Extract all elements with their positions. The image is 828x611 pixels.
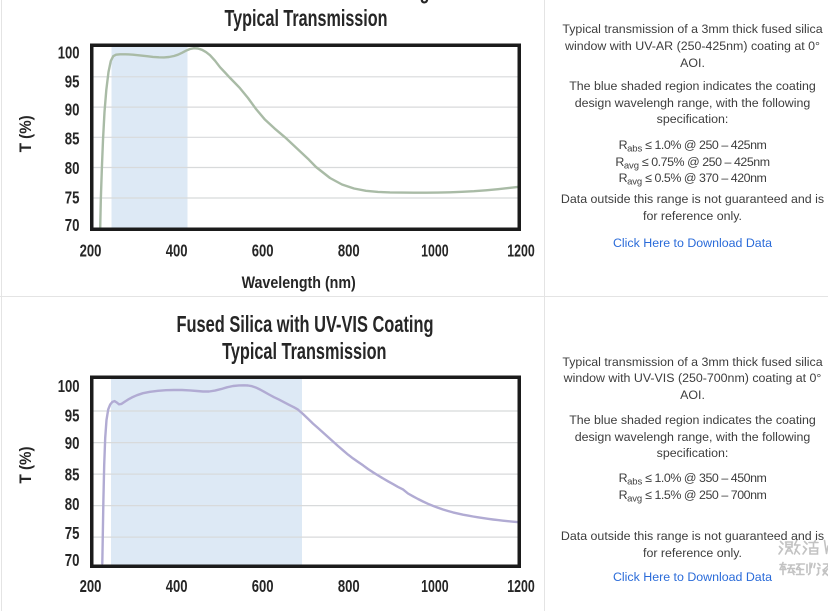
svg-text:Typical Transmission: Typical Transmission bbox=[225, 5, 388, 31]
svg-text:Typical Transmission: Typical Transmission bbox=[222, 338, 386, 364]
svg-text:800: 800 bbox=[338, 576, 360, 596]
svg-text:800: 800 bbox=[338, 241, 360, 261]
svg-text:70: 70 bbox=[65, 215, 80, 235]
svg-text:1000: 1000 bbox=[421, 576, 449, 596]
svg-text:90: 90 bbox=[65, 100, 80, 120]
svg-text:100: 100 bbox=[58, 376, 80, 396]
svg-text:Fused Silica with UV-AR Coatin: Fused Silica with UV-AR Coating bbox=[180, 0, 430, 4]
svg-text:95: 95 bbox=[65, 405, 80, 425]
svg-text:70: 70 bbox=[65, 550, 80, 570]
svg-text:80: 80 bbox=[65, 158, 80, 178]
svg-text:T (%): T (%) bbox=[16, 115, 35, 152]
svg-text:400: 400 bbox=[166, 576, 188, 596]
svg-text:85: 85 bbox=[65, 128, 80, 148]
svg-text:200: 200 bbox=[80, 241, 102, 261]
svg-text:600: 600 bbox=[252, 241, 274, 261]
svg-text:1200: 1200 bbox=[507, 576, 535, 596]
svg-text:200: 200 bbox=[80, 576, 102, 596]
svg-text:600: 600 bbox=[252, 576, 274, 596]
svg-text:T (%): T (%) bbox=[16, 447, 35, 484]
svg-text:75: 75 bbox=[65, 187, 80, 207]
svg-text:1000: 1000 bbox=[421, 241, 449, 261]
svg-text:80: 80 bbox=[65, 494, 80, 514]
svg-text:85: 85 bbox=[65, 464, 80, 484]
svg-text:Fused Silica with UV-VIS Coati: Fused Silica with UV-VIS Coating bbox=[177, 311, 434, 337]
svg-text:1200: 1200 bbox=[507, 241, 535, 261]
svg-text:400: 400 bbox=[166, 241, 188, 261]
svg-text:100: 100 bbox=[58, 43, 80, 63]
svg-text:Wavelength (nm): Wavelength (nm) bbox=[242, 273, 356, 292]
svg-text:90: 90 bbox=[65, 433, 80, 453]
svg-text:95: 95 bbox=[65, 72, 80, 92]
svg-text:75: 75 bbox=[65, 523, 80, 543]
